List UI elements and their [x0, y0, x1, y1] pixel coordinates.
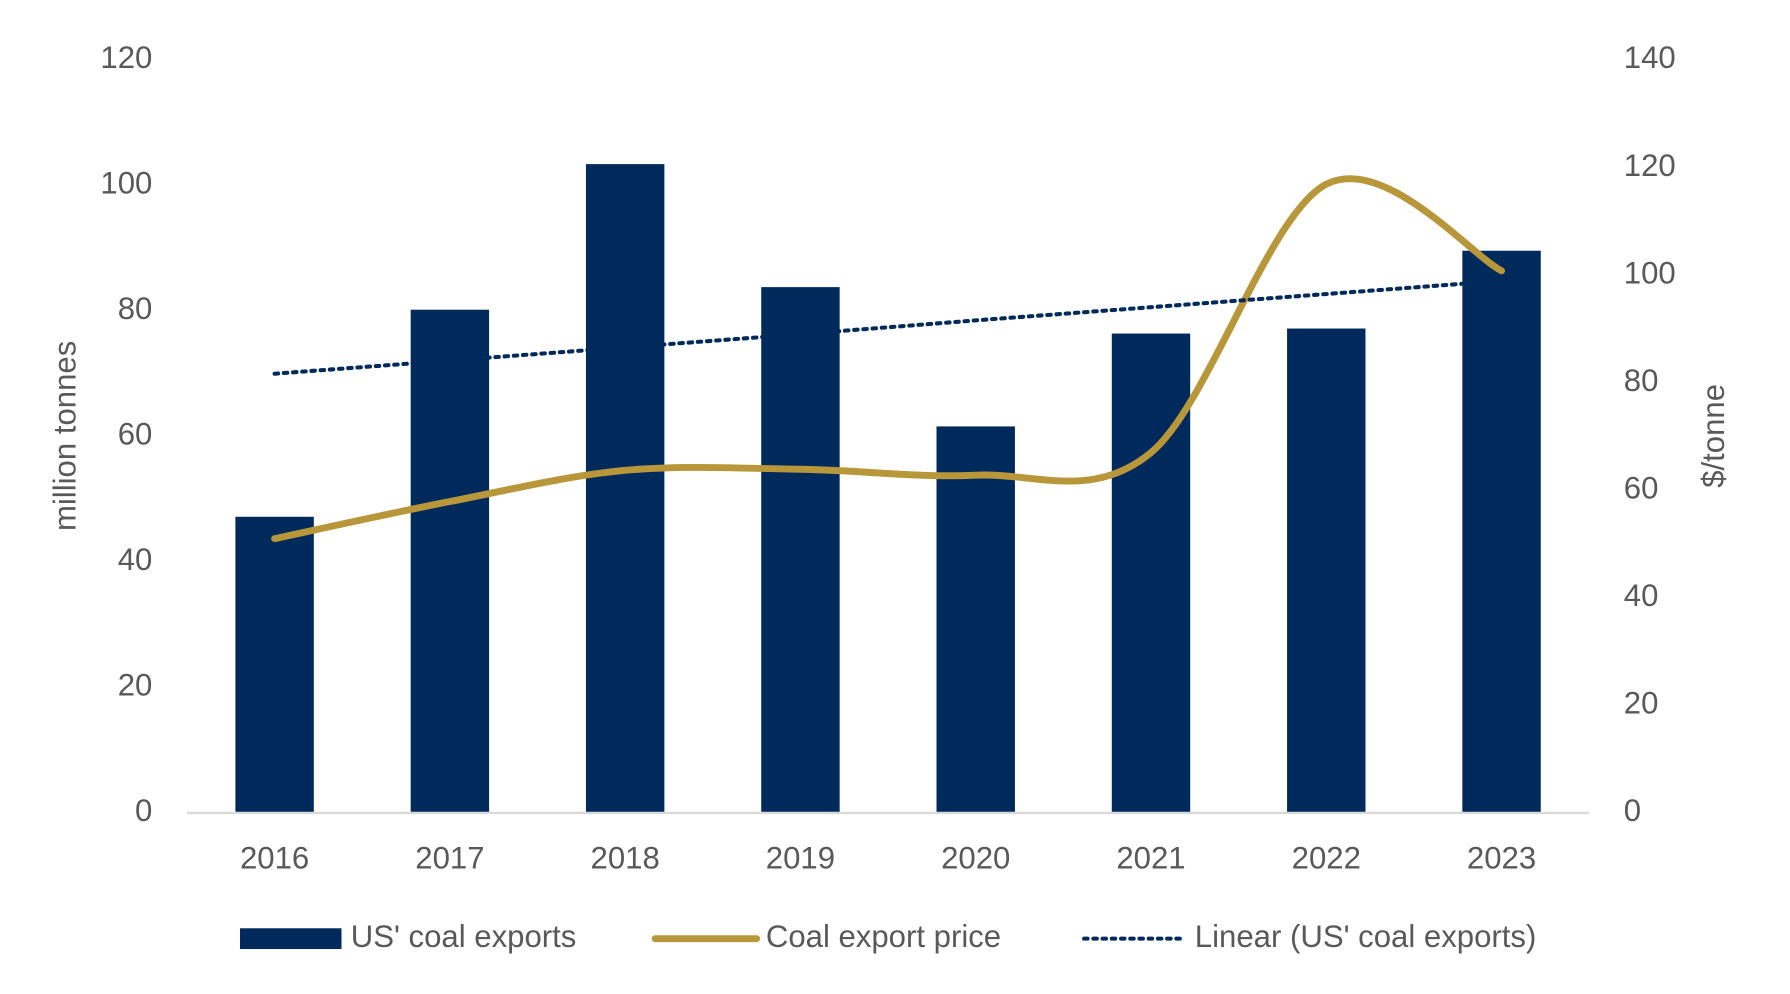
bar: [761, 287, 840, 813]
legend-label: Linear (US' coal exports): [1195, 919, 1537, 954]
x-tick-label: 2017: [415, 840, 484, 875]
y2-tick-label: 80: [1624, 363, 1659, 398]
y-tick-label: 0: [135, 793, 152, 828]
legend-label: US' coal exports: [351, 919, 577, 954]
x-tick-label: 2020: [941, 840, 1010, 875]
y-tick-label: 120: [100, 40, 152, 75]
price-line: [271, 175, 1506, 543]
trend-line: [272, 278, 1504, 376]
legend-swatch: [240, 928, 342, 950]
x-tick-label: 2016: [240, 840, 309, 875]
y-tick-label: 40: [118, 542, 153, 577]
y2-tick-label: 40: [1624, 578, 1659, 613]
x-tick-label: 2023: [1467, 840, 1536, 875]
bar: [1462, 250, 1541, 813]
x-tick-label: 2018: [591, 840, 660, 875]
bar: [1287, 328, 1366, 813]
bar: [410, 309, 490, 813]
y2-tick-label: 60: [1624, 470, 1659, 505]
y2-tick-label: 100: [1624, 255, 1676, 290]
y2-tick-label: 140: [1624, 40, 1676, 75]
bar: [1111, 333, 1191, 813]
y-tick-label: 60: [118, 417, 153, 452]
x-tick-label: 2022: [1292, 840, 1361, 875]
bar: [235, 516, 314, 813]
x-tick-label: 2021: [1116, 840, 1185, 875]
y2-tick-label: 120: [1624, 148, 1676, 183]
bar: [585, 164, 665, 813]
y-tick-label: 100: [100, 166, 152, 201]
y-tick-label: 20: [118, 668, 153, 703]
y2-tick-label: 20: [1624, 686, 1659, 721]
y-tick-label: 80: [118, 291, 153, 326]
x-tick-label: 2019: [766, 840, 835, 875]
y2-axis-title: $/tonne: [1696, 384, 1731, 488]
y-axis-title: million tonnes: [47, 341, 82, 531]
y2-tick-label: 0: [1624, 793, 1641, 828]
bar: [936, 426, 1015, 813]
legend-label: Coal export price: [766, 919, 1001, 954]
